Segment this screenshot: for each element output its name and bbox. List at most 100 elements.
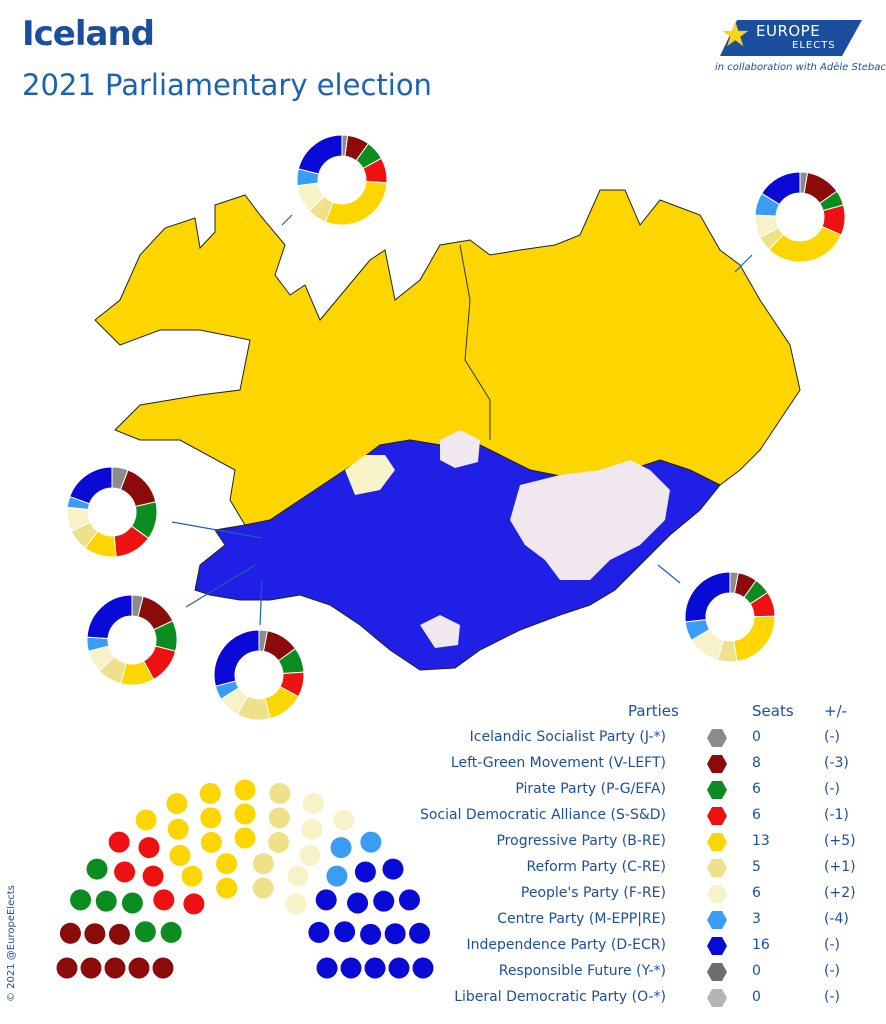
seat-dot: [216, 877, 238, 899]
party-color-hex-icon: [707, 833, 727, 851]
seat-dot: [347, 892, 369, 914]
seat-dot: [108, 831, 130, 853]
party-color-hex-icon: [707, 989, 727, 1007]
party-name: Pirate Party (P-G/EFA): [515, 781, 666, 797]
legend-row: Liberal Democratic Party (O-*) 0 (-): [400, 986, 870, 1012]
seat-dot: [388, 957, 410, 979]
map-glacier-myrdals: [420, 615, 460, 648]
party-name: Progressive Party (B-RE): [496, 833, 666, 849]
legend-row: Centre Party (M-EPP|RE) 3 (-4): [400, 908, 870, 934]
party-seat-change: (-4): [824, 911, 849, 927]
logo-badge: [720, 20, 862, 56]
party-name: Centre Party (M-EPP|RE): [497, 911, 666, 927]
seat-dot: [160, 921, 182, 943]
party-seats: 6: [752, 885, 761, 901]
party-seats: 0: [752, 729, 761, 745]
seat-dot: [84, 923, 106, 945]
party-seat-change: (-): [824, 781, 840, 797]
seat-dot: [166, 793, 188, 815]
seat-dot: [409, 922, 431, 944]
donut-southwest: [213, 629, 305, 721]
legend-row: Responsible Future (Y-*) 0 (-): [400, 960, 870, 986]
party-seats: 0: [752, 963, 761, 979]
seat-dot: [326, 865, 348, 887]
seat-dot: [199, 782, 221, 804]
seat-dot: [308, 921, 330, 943]
seat-dot: [200, 807, 222, 829]
party-color-hex-icon: [707, 807, 727, 825]
party-seats: 6: [752, 807, 761, 823]
donut-reykjavik-north: [66, 466, 158, 558]
legend-row: Pirate Party (P-G/EFA) 6 (-): [400, 778, 870, 804]
seat-dot: [252, 877, 274, 899]
seat-dot: [200, 831, 222, 853]
party-seats: 16: [752, 937, 770, 953]
party-color-hex-icon: [707, 781, 727, 799]
seat-dot: [302, 793, 324, 815]
donut-slice: [119, 469, 157, 508]
donut-slice: [86, 594, 133, 640]
seat-dot: [142, 865, 164, 887]
seat-dot: [167, 818, 189, 840]
seat-dot: [59, 922, 81, 944]
seat-dot: [86, 858, 108, 880]
legend-row: Social Democratic Alliance (S-S&D) 6 (-1): [400, 804, 870, 830]
donut-slice: [297, 134, 343, 175]
seat-dot: [234, 779, 256, 801]
party-seat-change: (+2): [824, 885, 856, 901]
seat-dot: [299, 844, 321, 866]
party-seat-change: (-): [824, 989, 840, 1005]
seat-dot: [285, 893, 307, 915]
party-color-hex-icon: [707, 937, 727, 955]
seat-dot: [95, 890, 117, 912]
party-seat-change: (-): [824, 937, 840, 953]
seat-dot: [80, 957, 102, 979]
party-seats: 5: [752, 859, 761, 875]
seat-dot: [364, 957, 386, 979]
party-color-hex-icon: [707, 885, 727, 903]
seat-dot: [360, 923, 382, 945]
legend-row: Progressive Party (B-RE) 13 (+5): [400, 830, 870, 856]
party-seats: 8: [752, 755, 761, 771]
party-seats: 0: [752, 989, 761, 1005]
party-seat-change: (-3): [824, 755, 849, 771]
seat-dot: [152, 957, 174, 979]
seat-dot: [234, 803, 256, 825]
star-icon: ★: [720, 15, 751, 55]
seat-dot: [183, 893, 205, 915]
seat-dot: [56, 957, 78, 979]
party-color-hex-icon: [707, 729, 727, 747]
seat-dot: [169, 844, 191, 866]
legend-header-change: +/-: [824, 702, 848, 720]
party-name: Reform Party (C-RE): [526, 859, 666, 875]
seat-dot: [340, 957, 362, 979]
seat-dot: [301, 818, 323, 840]
seat-dot: [153, 889, 175, 911]
seat-dot: [138, 837, 160, 859]
party-name: Independence Party (D-ECR): [466, 937, 667, 953]
page-subtitle: 2021 Parliamentary election: [22, 68, 432, 102]
party-name: People's Party (F-RE): [520, 885, 666, 901]
seat-dot: [398, 889, 420, 911]
seat-dot: [134, 921, 156, 943]
seat-dot: [234, 827, 256, 849]
party-seats: 6: [752, 781, 761, 797]
legend-header-seats: Seats: [752, 702, 794, 720]
seat-dot: [268, 831, 290, 853]
seat-dot: [128, 957, 150, 979]
seat-dot: [181, 865, 203, 887]
donut-reykjavik-south: [86, 594, 178, 686]
seat-dot: [268, 807, 290, 829]
parliament-hemicycle: [56, 779, 434, 979]
party-seat-change: (-): [824, 963, 840, 979]
seat-dot: [108, 923, 130, 945]
party-seat-change: (+1): [824, 859, 856, 875]
party-seat-change: (+5): [824, 833, 856, 849]
seat-dot: [330, 837, 352, 859]
donut-slice: [213, 629, 260, 687]
seat-dot: [70, 889, 92, 911]
seat-dot: [315, 889, 337, 911]
party-name: Social Democratic Alliance (S-S&D): [419, 807, 666, 823]
seat-dot: [135, 809, 157, 831]
donut-slice: [760, 171, 801, 206]
